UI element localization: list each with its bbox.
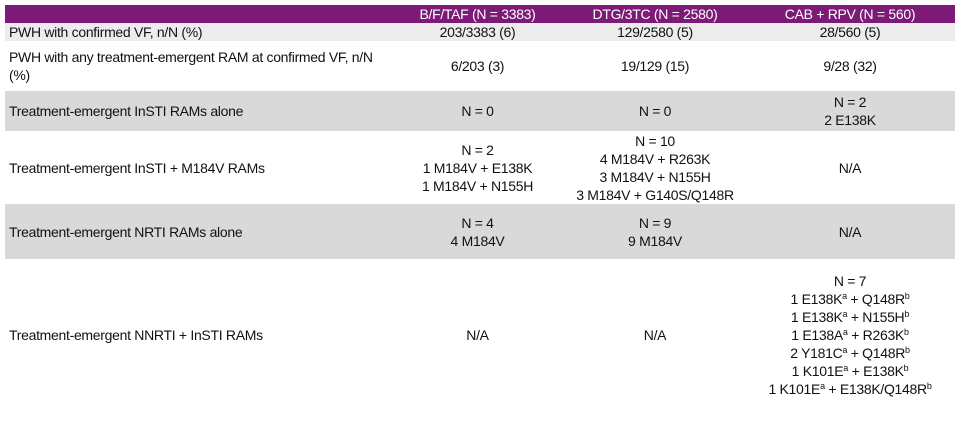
row-label: Treatment-emergent NNRTI + InSTI RAMs xyxy=(9,327,263,343)
cell-line: 129/2580 (5) xyxy=(617,24,693,40)
footnote-mark: b xyxy=(904,309,910,319)
cell-line: 1 E138Aa + R263Kb xyxy=(749,326,951,344)
results-table: B/F/TAF (N = 3383) DTG/3TC (N = 2580) CAB … xyxy=(5,5,955,411)
table-row: PWH with confirmed VF, n/N (%) 203/3383 (… xyxy=(5,23,955,41)
column-header: B/F/TAF (N = 3383) xyxy=(390,5,565,23)
footnote-mark: a xyxy=(842,345,848,355)
footnote-mark: a xyxy=(842,291,847,301)
cell-line: 4 M184V xyxy=(450,232,505,249)
table-cell: N/A xyxy=(745,131,955,204)
mutation-text: + E138K/Q148R xyxy=(824,381,927,397)
table-cell: N = 0 xyxy=(565,91,745,131)
cell-line: N = 4 xyxy=(461,214,494,231)
cell-line: N = 0 xyxy=(638,103,672,119)
cell-line: 1 K101Ea + E138K/Q148Rb xyxy=(749,380,951,398)
table-cell: N/A xyxy=(565,259,745,411)
footnote-mark: b xyxy=(904,327,909,337)
footnote-mark: a xyxy=(820,381,825,391)
cell-line: N = 7 xyxy=(833,273,867,289)
row-label: Treatment-emergent InSTI + M184V RAMs xyxy=(9,159,265,176)
table-row: Treatment-emergent InSTI RAMs alone N = 0… xyxy=(5,91,955,131)
table-cell: 6/203 (3) xyxy=(390,41,565,91)
column-header: CAB + RPV (N = 560) xyxy=(745,5,955,23)
footnote-mark: b xyxy=(905,345,910,355)
cell-line: 203/3383 (6) xyxy=(439,24,516,40)
table-cell: 129/2580 (5) xyxy=(565,23,745,41)
table-row: Treatment-emergent InSTI + M184V RAMs N =… xyxy=(5,131,955,204)
cell-line: N/A xyxy=(838,223,862,240)
mutation-text: + N155H xyxy=(847,309,905,325)
table-body: PWH with confirmed VF, n/N (%) 203/3383 (… xyxy=(5,23,955,411)
mutation-text: 1 K101E xyxy=(768,381,821,397)
table-cell: 19/129 (15) xyxy=(565,41,745,91)
table-cell: N = 2 2 E138K xyxy=(745,91,955,131)
mutation-text: 1 E138K xyxy=(790,309,843,325)
row-label: PWH with confirmed VF, n/N (%) xyxy=(5,23,390,41)
mutation-text: + Q148R xyxy=(846,291,905,307)
mutation-text: + E138K xyxy=(848,363,904,379)
table-cell: N = 10 4 M184V + R263K 3 M184V + N155H 3 M1… xyxy=(565,131,745,204)
header-cell xyxy=(5,5,390,23)
mutation-text: + Q148R xyxy=(847,345,906,361)
cell-line: 9 M184V xyxy=(628,232,682,249)
cell-line: N = 2 xyxy=(833,94,867,110)
cell-line: N/A xyxy=(643,327,667,343)
table-cell: N/A xyxy=(745,204,955,259)
footnote-mark: b xyxy=(904,291,910,301)
cell-line: 1 K101Ea + E138Kb xyxy=(749,362,951,380)
table-cell: 9/28 (32) xyxy=(745,41,955,91)
table-cell: N/A xyxy=(390,259,565,411)
cell-line: 2 E138K xyxy=(824,112,876,128)
cell-line: 1 M184V + N155H xyxy=(421,177,534,194)
row-label: PWH with any treatment-emergent RAM at c… xyxy=(9,49,373,83)
column-header: DTG/3TC (N = 2580) xyxy=(565,5,745,23)
cell-line: 19/129 (15) xyxy=(620,58,690,74)
cell-line: 6/203 (3) xyxy=(450,58,505,74)
table-cell: 28/560 (5) xyxy=(745,23,955,41)
cell-line: N = 0 xyxy=(461,103,494,119)
table-cell: N = 0 xyxy=(390,91,565,131)
mutation-text: 2 Y181C xyxy=(790,345,843,361)
table-cell: 203/3383 (6) xyxy=(390,23,565,41)
header-row: B/F/TAF (N = 3383) DTG/3TC (N = 2580) CAB … xyxy=(5,5,955,23)
cell-line: 1 E138Ka + Q148Rb xyxy=(749,290,951,308)
cell-line: N = 9 xyxy=(638,214,672,231)
footnote-mark: b xyxy=(903,363,909,373)
cell-line: N/A xyxy=(838,159,862,176)
cell-line: 3 M184V + G140S/Q148R xyxy=(576,186,734,203)
cell-line: 1 E138Ka + N155Hb xyxy=(749,308,951,326)
mutation-text: 1 K101E xyxy=(791,363,844,379)
footnote-mark: a xyxy=(842,309,848,319)
cell-line: N = 10 xyxy=(635,132,675,149)
mutation-text: 1 E138K xyxy=(790,291,843,307)
cell-line: 9/28 (32) xyxy=(823,58,877,74)
footnote-mark: b xyxy=(926,381,932,391)
row-label: Treatment-emergent NRTI RAMs alone xyxy=(5,204,390,259)
cell-line: N/A xyxy=(466,327,489,343)
mutation-text: 1 E138A xyxy=(791,327,843,343)
footnote-mark: a xyxy=(842,327,848,337)
mutation-text: + R263K xyxy=(847,327,904,343)
cell-line: 4 M184V + R263K xyxy=(599,150,711,167)
table-row: PWH with any treatment-emergent RAM at c… xyxy=(5,41,955,91)
row-label: Treatment-emergent InSTI RAMs alone xyxy=(5,91,390,131)
cell-line: 3 M184V + N155H xyxy=(599,168,711,185)
cell-line: N = 2 xyxy=(461,141,494,158)
cell-line: 2 Y181Ca + Q148Rb xyxy=(749,344,951,362)
footnote-mark: a xyxy=(843,363,849,373)
cell-line: 28/560 (5) xyxy=(819,24,881,40)
cell-line: 1 M184V + E138K xyxy=(422,159,533,176)
table-row: Treatment-emergent NNRTI + InSTI RAMs N/A… xyxy=(5,259,955,411)
